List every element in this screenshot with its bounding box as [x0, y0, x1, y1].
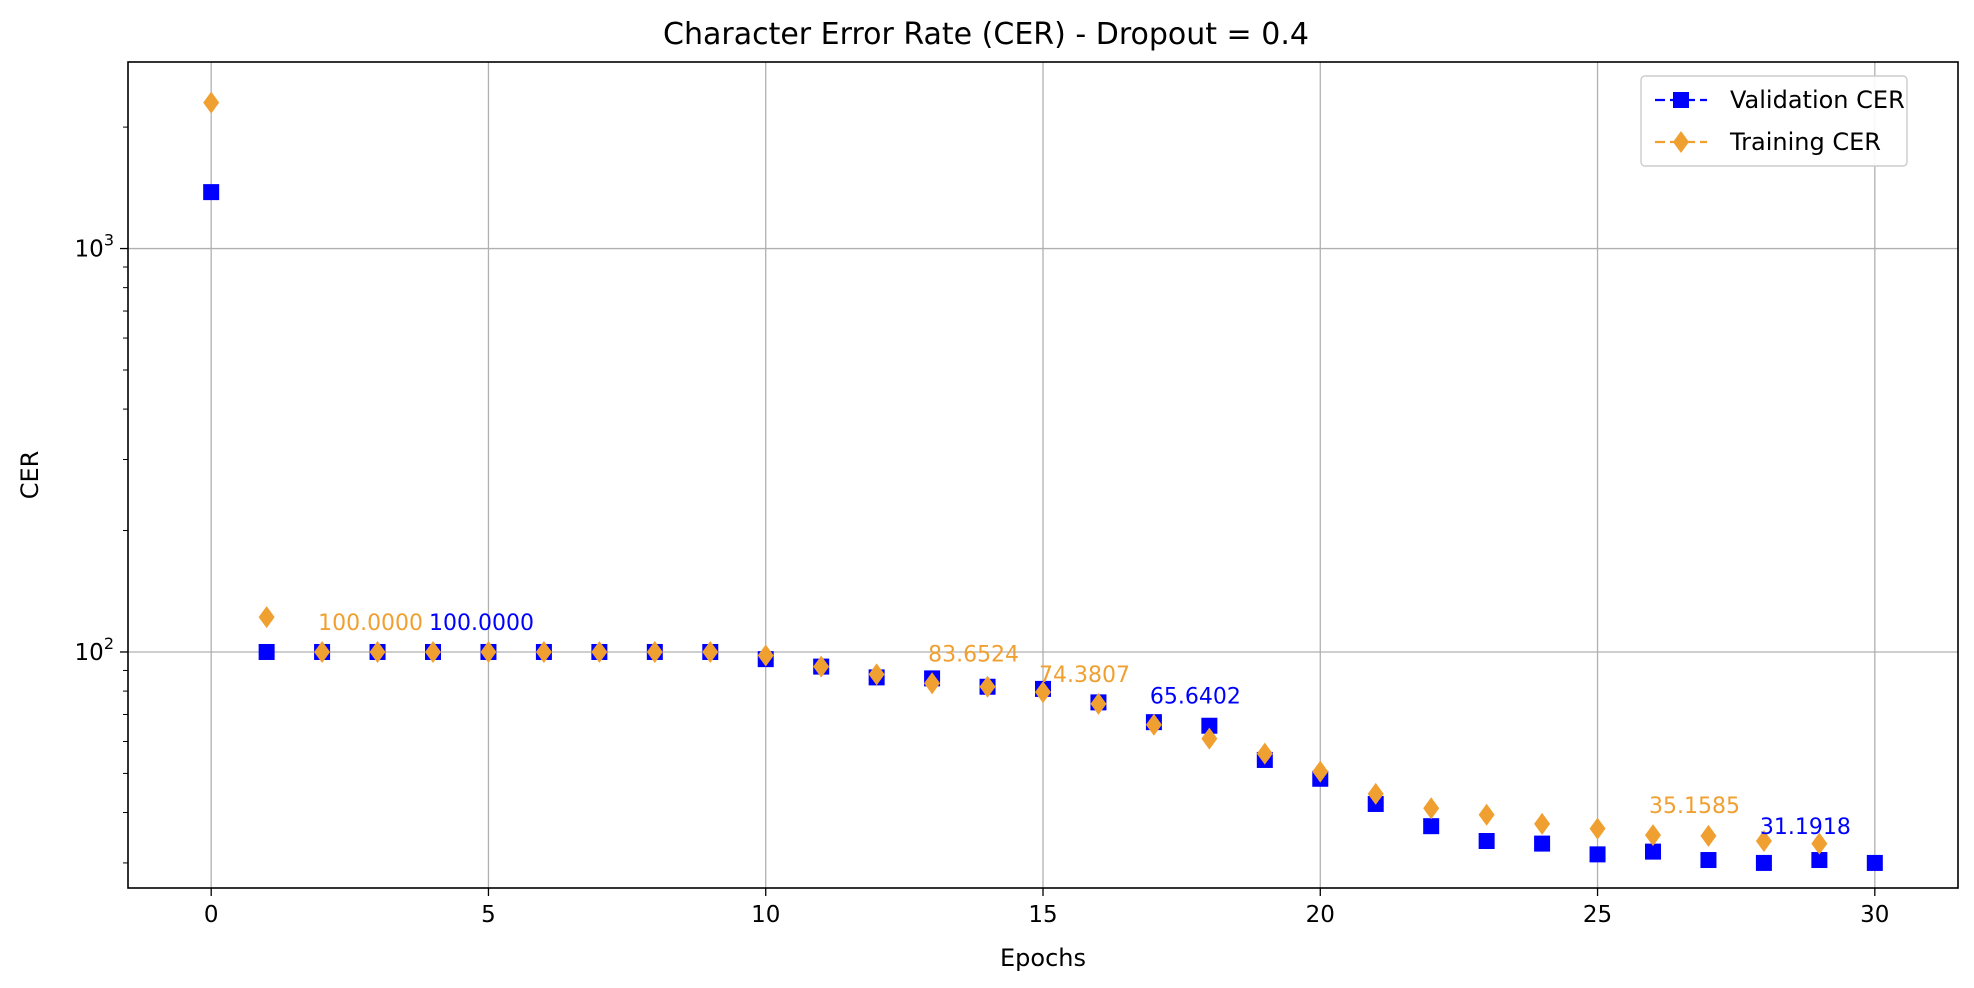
legend-marker-training-cer: [1673, 131, 1689, 153]
data-annotation: 35.1585: [1649, 794, 1740, 819]
chart-title: Character Error Rate (CER) - Dropout = 0…: [663, 17, 1309, 52]
validation-cer-point: [1700, 852, 1717, 869]
training-cer-point: [1145, 713, 1162, 736]
x-tick-label: 30: [1860, 902, 1889, 928]
data-annotation: 83.6524: [928, 642, 1019, 667]
x-tick-label: 15: [1028, 902, 1057, 928]
y-axis-ticks: 102 103: [75, 126, 128, 864]
validation-cer-point: [1478, 832, 1495, 849]
training-cer-point: [1700, 824, 1717, 847]
training-cer-point: [1367, 782, 1384, 805]
y-tick-label: 102: [75, 634, 114, 666]
validation-cer-point: [258, 643, 275, 660]
training-cer-point: [1201, 727, 1218, 750]
training-cer-point: [480, 640, 497, 663]
validation-cer-point: [1589, 846, 1606, 863]
training-cer-point: [702, 640, 719, 663]
data-annotations: 100.0000 100.0000 83.6524 74.3807 65.6402 35.…: [318, 611, 1851, 840]
validation-cer-point: [1534, 835, 1551, 852]
training-cer-point: [1589, 817, 1606, 840]
x-axis-ticks: 0 5 10 15 20 25 30: [204, 888, 1889, 928]
x-tick-label: 25: [1583, 902, 1612, 928]
validation-cer-point: [1866, 854, 1883, 871]
x-tick-label: 10: [751, 902, 780, 928]
training-cer-point: [1534, 812, 1551, 835]
training-cer-point: [203, 91, 220, 114]
data-points: [203, 91, 1883, 871]
training-cer-point: [425, 640, 441, 663]
data-annotation: 74.3807: [1039, 663, 1130, 688]
x-axis-label: Epochs: [1000, 944, 1086, 972]
data-annotation: 100.0000: [429, 611, 534, 636]
x-tick-label: 20: [1306, 902, 1335, 928]
data-annotation: 65.6402: [1150, 685, 1241, 710]
x-tick-label: 0: [204, 902, 219, 928]
training-cer-point: [813, 655, 830, 678]
training-cer-point: [1478, 803, 1495, 826]
training-cer-point: [314, 640, 331, 663]
training-cer-point: [1035, 681, 1051, 704]
legend-label-validation-cer: Validation CER: [1730, 86, 1905, 114]
training-cer-point: [369, 640, 386, 663]
training-cer-point: [591, 640, 608, 663]
training-cer-point: [1256, 742, 1273, 765]
training-cer-point: [979, 675, 996, 698]
training-cer-point: [1755, 829, 1772, 852]
training-cer-point: [757, 644, 774, 667]
training-cer-point: [1312, 760, 1329, 783]
training-cer-point: [924, 672, 941, 695]
training-cer-point: [646, 640, 663, 663]
y-tick-label: 103: [75, 231, 114, 263]
training-cer-point: [1090, 692, 1107, 715]
legend: Validation CER Training CER: [1640, 75, 1908, 167]
training-cer-point: [258, 606, 275, 629]
legend-box: [1640, 75, 1908, 167]
validation-cer-point: [1755, 854, 1772, 871]
training-cer-point: [1423, 797, 1440, 820]
training-cer-point: [535, 640, 552, 663]
validation-cer-point: [1645, 843, 1661, 860]
x-tick-label: 5: [481, 902, 496, 928]
training-cer-point: [1811, 832, 1828, 855]
validation-cer-point: [1811, 852, 1828, 869]
validation-cer-point: [203, 184, 220, 201]
validation-cer-point: [1201, 717, 1218, 734]
legend-marker-validation-cer: [1673, 92, 1689, 108]
training-cer-point: [868, 663, 885, 686]
data-annotation: 100.0000: [318, 611, 423, 636]
data-annotation: 31.1918: [1760, 815, 1851, 840]
y-axis-label: CER: [16, 451, 44, 500]
legend-label-training-cer: Training CER: [1729, 128, 1881, 156]
training-cer-point: [1645, 824, 1661, 847]
validation-cer-point: [1423, 818, 1440, 835]
